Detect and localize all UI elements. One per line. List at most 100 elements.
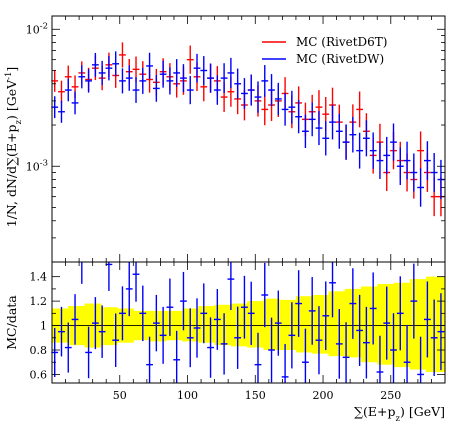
dw-main-point <box>322 121 330 156</box>
dw-main-point <box>376 142 384 179</box>
dw-main-point <box>241 78 248 109</box>
dw-ratio-point <box>396 276 404 351</box>
dw-main-point <box>403 141 411 180</box>
dw-ratio-point <box>64 322 72 373</box>
dw-ratio-point <box>98 305 106 358</box>
dw-ratio-point <box>152 294 160 352</box>
dw-main-point <box>383 136 391 174</box>
dw-main-point <box>288 90 296 124</box>
d6t-main-point <box>119 42 126 68</box>
band-segment <box>279 299 297 350</box>
dw-ratio-point <box>363 306 370 379</box>
dw-main-point <box>200 56 208 85</box>
ratio-y-tick-label: 1.4 <box>30 271 48 284</box>
dw-ratio-point <box>403 324 411 383</box>
dw-ratio-point <box>112 313 120 367</box>
dw-main-point <box>64 78 72 102</box>
ratio-plot-frame <box>51 261 446 384</box>
legend-entry: MC (RivetDW) <box>262 52 384 66</box>
dw-ratio-point <box>71 294 79 345</box>
d6t-main-point <box>356 91 364 128</box>
d6t-main-point <box>186 45 194 74</box>
dw-ratio-point <box>220 313 228 375</box>
dw-main-point <box>396 147 404 186</box>
dw-ratio-point <box>335 309 343 379</box>
main-y-tick-label: 10-3 <box>26 158 48 173</box>
x-tick-label: 250 <box>380 389 401 402</box>
dw-ratio-point <box>437 293 445 371</box>
dw-main-point <box>220 63 228 94</box>
dw-main-point <box>423 141 431 180</box>
dw-ratio-point <box>302 328 309 383</box>
ratio-y-tick-label: 1 <box>40 320 47 333</box>
dw-main-point <box>186 75 194 105</box>
dw-ratio-point <box>417 336 424 383</box>
ratio-y-axis-label: MC/data <box>4 295 19 350</box>
dw-ratio-point <box>132 262 140 302</box>
dw-main-point <box>329 104 336 140</box>
dw-main-point <box>363 120 370 157</box>
dw-main-point <box>207 63 214 93</box>
band-segment <box>328 291 346 357</box>
legend-label: MC (RivetD6T) <box>296 35 387 49</box>
dw-ratio-point <box>213 289 221 350</box>
dw-ratio-point <box>288 302 296 369</box>
dw-ratio-point <box>410 263 418 339</box>
dw-ratio-point <box>376 335 384 383</box>
dw-ratio-point <box>356 294 364 366</box>
dw-main-point <box>105 55 113 81</box>
dw-ratio-point <box>281 344 289 383</box>
band-segment <box>198 306 216 343</box>
dw-ratio-point <box>369 272 377 345</box>
dw-ratio-point <box>146 336 153 383</box>
band-segment <box>409 279 427 370</box>
dw-main-point <box>85 69 92 93</box>
x-axis-label: ∑(E+pz) [GeV] <box>354 404 445 422</box>
dw-main-point <box>98 60 106 85</box>
dw-main-point <box>349 116 357 153</box>
dw-main-point <box>78 65 86 89</box>
main-y-ticks: 10-3 10-2 <box>26 21 445 263</box>
x-tick-label: 200 <box>313 389 334 402</box>
dw-ratio-point <box>207 317 214 378</box>
legend: MC (RivetD6T) MC (RivetDW) <box>262 35 387 66</box>
dw-main-point <box>146 52 153 80</box>
dw-ratio-point <box>91 297 99 350</box>
dw-main-point <box>430 153 438 193</box>
dw-ratio-point <box>119 286 126 341</box>
dw-main-point <box>295 100 303 134</box>
dw-ratio-point <box>261 262 269 328</box>
dw-main-point <box>268 74 275 107</box>
dw-ratio-point <box>322 281 330 351</box>
d6t-main-point <box>261 93 269 126</box>
band-segment <box>247 301 264 348</box>
band-segment <box>149 310 167 342</box>
main-x-ticks <box>65 16 432 262</box>
dw-main-point <box>71 91 79 115</box>
dw-ratio-point <box>180 271 187 331</box>
ratio-plot-panel: 0.6 0.8 1 1.2 1.4 50 100 150 200 250 MC/data ∑(E… <box>4 261 446 422</box>
ratio-y-tick-label: 0.6 <box>30 368 48 381</box>
dw-main-point <box>308 102 316 137</box>
dw-main-point <box>410 153 418 192</box>
main-y-tick-label: 10-2 <box>26 21 48 36</box>
dw-ratio-point <box>105 262 113 291</box>
dw-ratio-point <box>241 275 248 339</box>
band-segment <box>360 286 378 363</box>
band-segment <box>230 303 248 347</box>
dw-ratio-point <box>159 306 167 364</box>
dw-ratio-point <box>234 306 242 369</box>
dw-main-point <box>213 75 221 105</box>
band-segment <box>377 284 395 365</box>
dw-main-point <box>166 67 174 95</box>
dw-main-point <box>390 123 397 161</box>
ratio-y-tick-label: 1.2 <box>30 295 48 308</box>
dw-ratio-point <box>329 262 336 318</box>
dw-main-point <box>369 132 377 169</box>
main-plot-panel: 10-3 10-2 1/N, dN/d∑(E+pz) [GeV-1] MC (Ri… <box>4 15 446 263</box>
dw-ratio-point <box>423 281 431 358</box>
dw-ratio-point <box>186 308 194 368</box>
dw-ratio-point <box>125 262 133 317</box>
legend-label: MC (RivetDW) <box>296 52 384 66</box>
